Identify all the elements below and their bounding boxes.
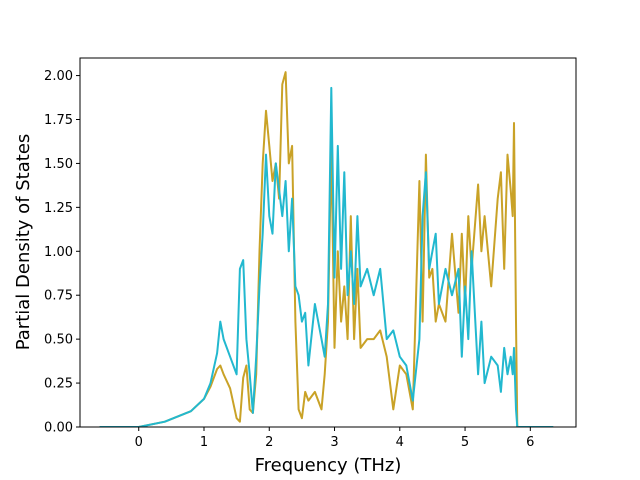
x-axis-ticks: 0 1 2 3 4 5 6: [135, 427, 534, 450]
series-layer: [99, 71, 554, 427]
x-axis-label: Frequency (THz): [255, 455, 402, 476]
series-line-1: [99, 71, 554, 427]
x-tick-label: 2: [265, 435, 273, 450]
x-tick-label: 0: [135, 435, 143, 450]
y-tick-label: 0.75: [44, 289, 73, 304]
y-tick-label: 2.00: [44, 69, 73, 84]
x-tick-label: 6: [526, 435, 534, 450]
x-tick-label: 3: [330, 435, 338, 450]
x-tick-label: 1: [200, 435, 208, 450]
y-tick-label: 1.75: [44, 113, 73, 128]
y-tick-label: 0.25: [44, 377, 73, 392]
x-tick-label: 4: [396, 435, 404, 450]
plot-frame: [79, 57, 577, 428]
y-tick-label: 1.00: [44, 245, 73, 260]
y-axis-ticks: 0.00 0.25 0.50 0.75 1.00 1.25 1.50 1.75 2.00: [44, 69, 80, 436]
y-tick-label: 1.25: [44, 201, 73, 216]
y-tick-label: 0.00: [44, 421, 73, 436]
y-tick-label: 0.50: [44, 333, 73, 348]
y-tick-label: 1.50: [44, 157, 73, 172]
x-tick-label: 5: [461, 435, 469, 450]
y-axis-label: Partial Density of States: [13, 134, 34, 351]
series-line-2: [99, 86, 554, 427]
